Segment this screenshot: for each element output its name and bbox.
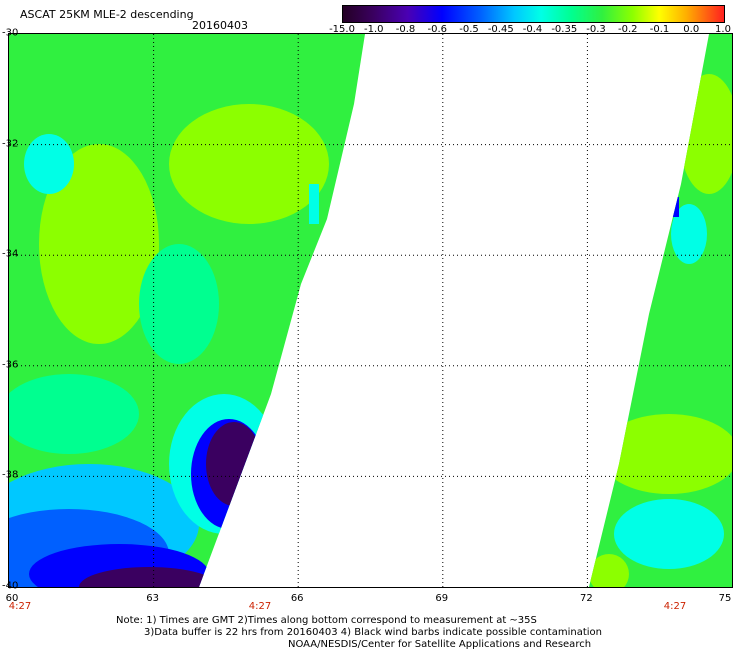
colorbar-tick: -1.0 bbox=[363, 24, 384, 35]
colorbar-tick: -15.0 bbox=[329, 24, 355, 35]
map-title: ASCAT 25KM MLE-2 descending bbox=[20, 8, 194, 21]
lat-label: -40 bbox=[2, 580, 19, 592]
swath-plot bbox=[9, 34, 732, 587]
left-swath bbox=[9, 34, 365, 587]
colorbar-tick: -0.1 bbox=[649, 24, 670, 35]
note-line-3: NOAA/NESDIS/Center for Satellite Applica… bbox=[288, 639, 592, 650]
colorbar-tick: -0.35 bbox=[551, 24, 578, 35]
lat-label: -30 bbox=[2, 27, 19, 39]
colorbar-tick: -0.2 bbox=[617, 24, 638, 35]
map-area bbox=[8, 33, 733, 588]
colorbar-tick: -0.45 bbox=[487, 24, 514, 35]
colorbar bbox=[342, 5, 725, 23]
lat-label: -32 bbox=[2, 138, 19, 150]
time-label: 4:27 bbox=[663, 601, 687, 612]
colorbar-tick: -0.8 bbox=[395, 24, 416, 35]
colorbar-tick: 1.0 bbox=[715, 24, 731, 35]
note-line-2: 3)Data buffer is 22 hrs from 20160403 4)… bbox=[144, 627, 602, 638]
colorbar-tick: -0.3 bbox=[586, 24, 606, 35]
lon-label: 60 bbox=[5, 593, 19, 604]
lat-label: -36 bbox=[2, 359, 19, 371]
lat-label: -34 bbox=[2, 248, 19, 260]
note-line-1: Note: 1) Times are GMT 2)Times along bot… bbox=[116, 615, 537, 626]
lat-label: -38 bbox=[2, 469, 19, 481]
right-swath bbox=[589, 34, 732, 587]
lon-label: 66 bbox=[290, 593, 304, 604]
colorbar-tick: -0.5 bbox=[459, 24, 479, 35]
time-label: 4:27 bbox=[248, 601, 272, 612]
colorbar-tick: -0.6 bbox=[427, 24, 448, 35]
lon-label: 75 bbox=[718, 593, 732, 604]
graticule bbox=[9, 34, 732, 587]
lon-label: 63 bbox=[146, 593, 159, 604]
lon-label: 69 bbox=[435, 593, 449, 604]
time-label: 4:27 bbox=[8, 601, 32, 612]
lon-label: 72 bbox=[580, 593, 593, 604]
colorbar-tick: -0.4 bbox=[522, 24, 543, 35]
map-date: 20160403 bbox=[192, 19, 248, 32]
colorbar-tick: 0.0 bbox=[683, 24, 700, 35]
